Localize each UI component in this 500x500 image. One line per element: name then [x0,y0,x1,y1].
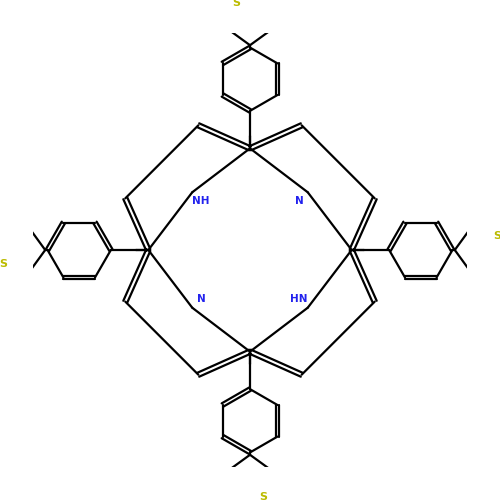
Text: N: N [294,196,304,206]
Text: NH: NH [192,196,210,206]
Text: S: S [493,232,500,241]
Text: S: S [260,492,268,500]
Text: S: S [232,0,240,8]
Text: HN: HN [290,294,308,304]
Text: S: S [0,258,7,268]
Text: N: N [196,294,205,304]
